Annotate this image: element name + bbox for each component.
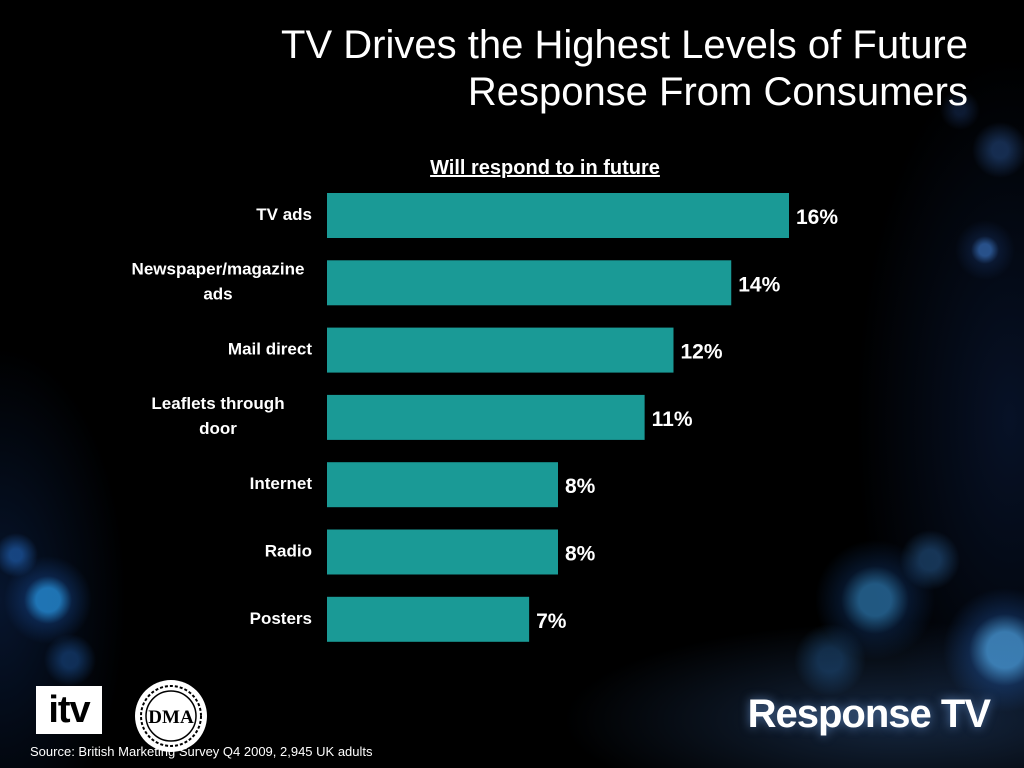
category-label-6: Posters bbox=[250, 609, 312, 628]
bar-6 bbox=[327, 596, 530, 642]
bar-4 bbox=[327, 462, 558, 508]
category-label-5: Radio bbox=[265, 542, 312, 561]
value-label-6: 7% bbox=[536, 610, 567, 633]
category-label-3: Leaflets through door bbox=[151, 394, 284, 438]
itv-logo: itv bbox=[36, 686, 102, 734]
category-label-0: TV ads bbox=[256, 205, 312, 224]
bar-0 bbox=[327, 193, 789, 238]
bar-3 bbox=[327, 394, 645, 440]
source-note: Source: British Marketing Survey Q4 2009… bbox=[30, 744, 373, 759]
category-label-1: Newspaper/magazine ads bbox=[132, 259, 305, 303]
value-label-2: 12% bbox=[681, 341, 723, 364]
title-line-1: TV Drives the Highest Levels of Future bbox=[281, 23, 968, 67]
chart-title: Will respond to in future bbox=[430, 157, 660, 179]
bar-5 bbox=[327, 529, 558, 575]
slide-title: TV Drives the Highest Levels of Future R… bbox=[108, 22, 968, 116]
value-label-5: 8% bbox=[565, 543, 596, 566]
value-label-4: 8% bbox=[565, 475, 596, 498]
bar-1 bbox=[327, 260, 732, 306]
response-tv-logo: Response TV bbox=[747, 692, 991, 736]
value-label-1: 14% bbox=[738, 273, 780, 296]
title-line-2: Response From Consumers bbox=[467, 70, 968, 114]
category-label-2: Mail direct bbox=[228, 340, 312, 359]
category-label-4: Internet bbox=[250, 474, 313, 493]
bar-2 bbox=[327, 327, 674, 373]
value-label-3: 11% bbox=[652, 408, 693, 431]
dma-logo: DMA bbox=[133, 678, 209, 759]
dma-logo-text: DMA bbox=[148, 707, 194, 728]
value-label-0: 16% bbox=[796, 206, 838, 229]
